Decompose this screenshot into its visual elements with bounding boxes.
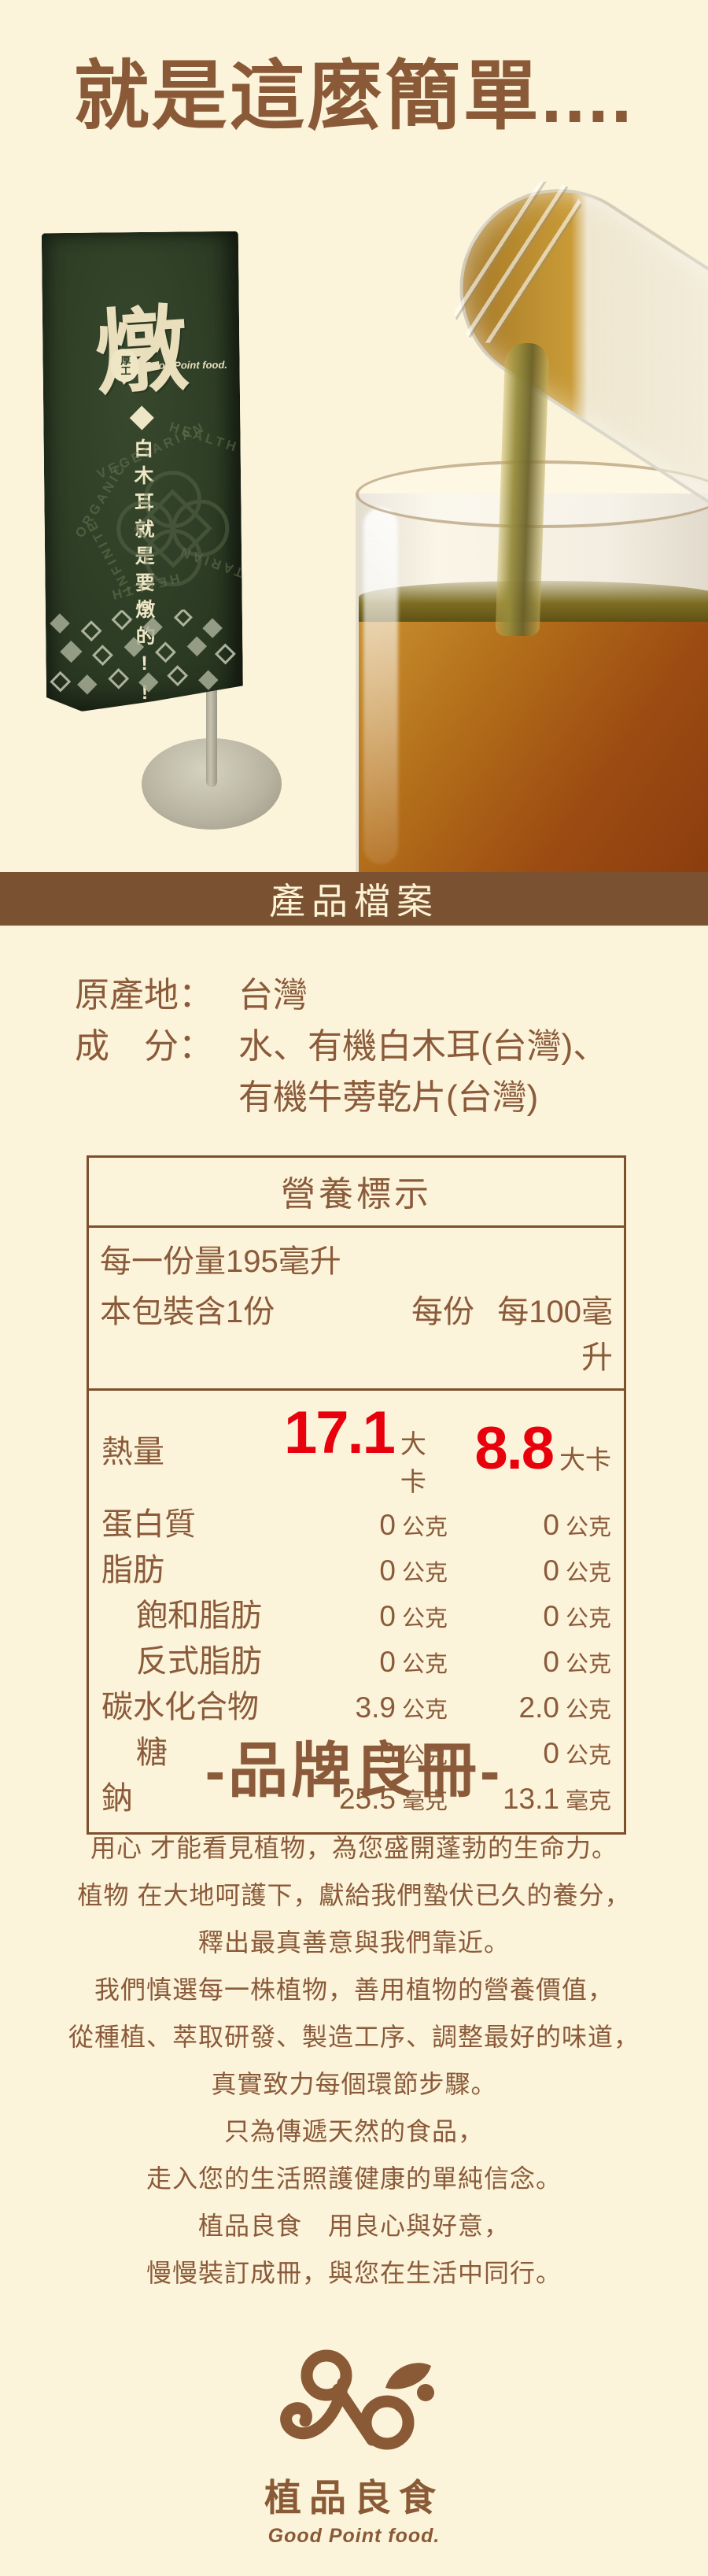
product-photo: 燉 厚工 Good Point food. 白木耳就是要燉的!! ORGANIC… xyxy=(0,0,708,872)
brand-story-line: 走入您的生活照護健康的單純信念。 xyxy=(146,2164,562,2193)
table-row: 飽和脂肪 0 公克 0 公克 xyxy=(136,1598,611,1633)
table-row: 蛋白質 0 公克 0 公克 xyxy=(101,1507,611,1542)
bottle-neck-threads xyxy=(441,168,596,357)
table-row: 碳水化合物 3.9 公克 2.0 公克 xyxy=(101,1690,611,1724)
brand-story-line: 用心 才能看見植物，為您盛開蓬勃的生命力。 xyxy=(90,1834,618,1862)
col-header-per-100ml: 每100毫升 xyxy=(497,1295,613,1375)
brand-story-line: 植品良食 用良心與好意， xyxy=(197,2212,510,2240)
nutrition-serving-info: 每一份量195毫升 本包裝含1份 每份 每100毫升 xyxy=(89,1228,624,1391)
ingredients-value: 水、有機白木耳(台灣)、 有機牛蒡乾片(台灣) xyxy=(238,1021,673,1123)
brand-story: 用心 才能看見植物，為您盛開蓬勃的生命力。 植物 在大地呵護下，獻給我們蟄伏已久… xyxy=(0,1824,708,2297)
brand-story-line: 慢慢裝訂成冊，與您在生活中同行。 xyxy=(146,2259,562,2287)
origin-value: 台灣 xyxy=(238,976,308,1015)
nutrition-table: 營養標示 每一份量195毫升 本包裝含1份 每份 每100毫升 熱量 17.1 大… xyxy=(87,1155,626,1835)
serving-size: 每一份量195毫升 xyxy=(100,1244,341,1279)
nutrition-rows: 熱量 17.1 大卡 8.8 大卡 蛋白質 0 公克 0 公克 脂肪 0 公克 0 公克 飽… xyxy=(89,1391,624,1832)
table-row: 熱量 17.1 大卡 8.8 大卡 xyxy=(101,1399,611,1496)
col-header-per-serving: 每份 xyxy=(411,1295,474,1329)
brand-story-line: 從種植、萃取研發、製造工序、調整最好的味道， xyxy=(68,2023,640,2051)
nutrition-title: 營養標示 xyxy=(89,1158,624,1228)
table-row: 反式脂肪 0 公克 0 公克 xyxy=(136,1644,611,1679)
ingredients-line: 有機牛蒡乾片(台灣) xyxy=(238,1078,539,1118)
brand-story-line: 只為傳遞天然的食品， xyxy=(223,2117,484,2145)
origin-label: 原產地： xyxy=(75,976,213,1015)
brand-story-line: 我們慎選每一株植物，善用植物的營養價值， xyxy=(94,1975,614,2004)
section-title: 產品檔案 xyxy=(269,881,439,922)
brand-section-title: -品牌良冊- xyxy=(205,1738,503,1805)
brand-seal: 厚工 xyxy=(110,349,138,382)
ingredients-label: 成 分： xyxy=(75,1027,213,1066)
product-info: 原產地： 台灣 成 分： 水、有機白木耳(台灣)、 有機牛蒡乾片(台灣) xyxy=(75,970,673,1123)
brand-story-line: 真實致力每個環節步驟。 xyxy=(211,2070,497,2098)
brand-story-line: 植物 在大地呵護下，獻給我們蟄伏已久的養分， xyxy=(77,1881,631,1909)
flower-watermark-icon xyxy=(113,460,233,599)
brand-logo-monogram-icon xyxy=(280,2349,434,2450)
ingredients-line: 水、有機白木耳(台灣)、 xyxy=(238,1027,608,1066)
ingredients-row: 成 分： 水、有機白木耳(台灣)、 有機牛蒡乾片(台灣) xyxy=(75,1021,673,1123)
brand-logo: 植品良食 Good Point food. xyxy=(0,2344,708,2548)
page-title: 就是這麼簡單.... xyxy=(73,54,635,139)
brand-logo-chinese-name: 植品良食 xyxy=(264,2477,444,2519)
table-row: 鈉 25.5 毫克 13.1 毫克 xyxy=(101,1781,611,1816)
tea-liquid xyxy=(359,622,708,872)
brand-story-line: 釋出最真善意與我們靠近。 xyxy=(197,1928,510,1957)
origin-row: 原產地： 台灣 xyxy=(75,970,673,1021)
product-flag-banner: 燉 厚工 Good Point food. 白木耳就是要燉的!! ORGANIC… xyxy=(42,231,243,712)
table-row: 脂肪 0 公克 0 公克 xyxy=(101,1553,611,1587)
package-contains: 本包裝含1份 xyxy=(100,1295,275,1329)
diamond-pattern xyxy=(46,609,243,706)
brand-logo-english-name: Good Point food. xyxy=(267,2525,441,2547)
table-row: 糖 0 公克 0 公克 xyxy=(136,1735,611,1770)
section-header-bar: 產品檔案 xyxy=(0,872,708,926)
flag-brand-text: Good Point food. xyxy=(144,358,228,371)
flag-calligraphy-character: 燉 xyxy=(92,298,192,407)
glass-highlight xyxy=(363,508,398,864)
